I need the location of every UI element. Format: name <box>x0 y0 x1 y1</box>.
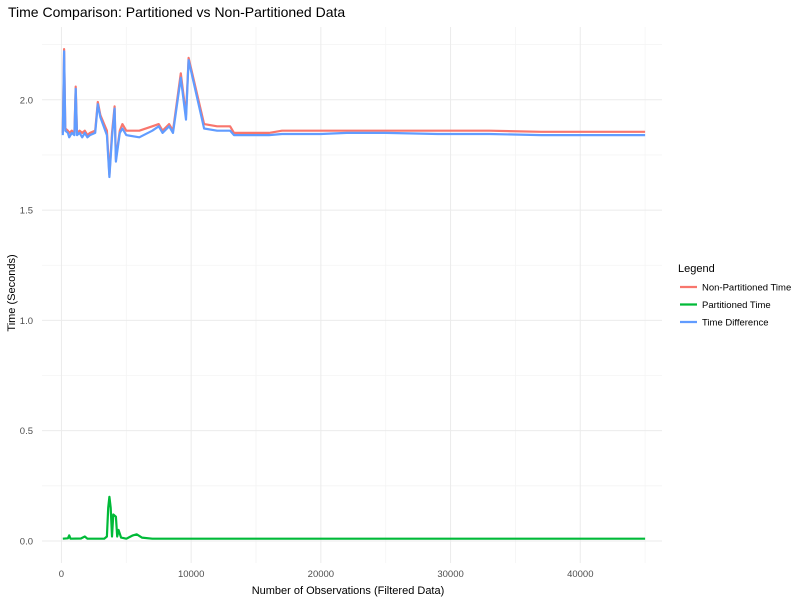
y-tick-label: 1.5 <box>20 206 33 217</box>
series-line-partitioned-time <box>62 495 646 540</box>
x-tick-label: 20000 <box>308 569 334 580</box>
plot-series <box>61 47 646 540</box>
legend-label: Non-Partitioned Time <box>702 283 791 294</box>
axis-ticks: 0 10000 20000 30000 40000 0.0 0.5 1.0 1.5 2.0 <box>20 95 594 580</box>
legend-title: Legend <box>678 263 715 275</box>
y-tick-label: 2.0 <box>20 95 33 106</box>
x-tick-label: 40000 <box>567 569 593 580</box>
x-tick-label: 0 <box>59 569 64 580</box>
series-line-non-partitioned-time <box>61 47 646 176</box>
series-line-time-difference <box>61 50 646 179</box>
legend-label: Partitioned Time <box>702 300 771 311</box>
chart-title: Time Comparison: Partitioned vs Non-Part… <box>8 4 345 20</box>
x-axis-title: Number of Observations (Filtered Data) <box>252 585 445 597</box>
y-tick-label: 0.0 <box>20 536 33 547</box>
legend: Legend Non-Partitioned Time Partitioned T… <box>678 263 791 329</box>
grid-lines <box>42 27 662 563</box>
x-tick-label: 10000 <box>178 569 204 580</box>
y-tick-label: 0.5 <box>20 426 33 437</box>
y-tick-label: 1.0 <box>20 316 33 327</box>
y-axis-title: Time (Seconds) <box>6 254 18 331</box>
legend-label: Time Difference <box>702 318 769 329</box>
x-tick-label: 30000 <box>437 569 463 580</box>
